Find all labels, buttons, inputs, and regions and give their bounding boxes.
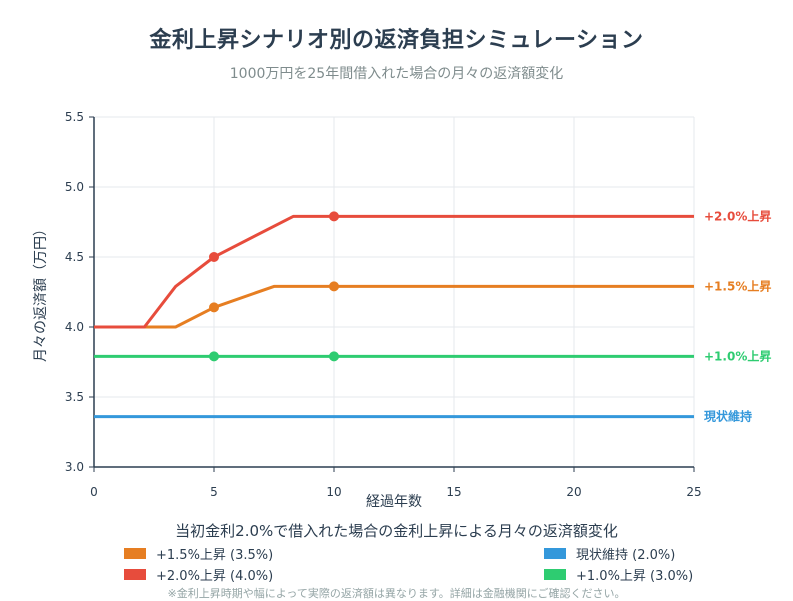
legend-swatch <box>124 548 146 559</box>
data-point <box>209 252 219 262</box>
series-line <box>94 214 694 329</box>
chart-subtitle: 1000万円を25年間借入れた場合の月々の返済額変化 <box>229 66 564 82</box>
data-point <box>329 351 339 362</box>
data-point <box>329 211 339 222</box>
chart-caption: 当初金利2.0%で借入れた場合の金利上昇による月々の返済額変化 <box>175 522 618 540</box>
legend: +1.5%上昇 (3.5%) +2.0%上昇 (4.0%) 現状維持 (2.0%… <box>0 544 793 586</box>
x-tick-label: 20 <box>566 485 581 499</box>
y-axis-title: 月々の返済額（万円） <box>33 222 49 362</box>
legend-swatch <box>124 569 146 580</box>
data-point <box>209 351 219 362</box>
y-tick-label: 3.5 <box>65 390 84 404</box>
legend-label: +2.0%上昇 (4.0%) <box>156 569 274 584</box>
y-tick-label: 5.5 <box>65 110 84 124</box>
x-tick-label: 5 <box>210 485 218 499</box>
x-tick-label: 10 <box>326 485 341 499</box>
chart-title: 金利上昇シナリオ別の返済負担シミュレーション <box>149 28 644 53</box>
disclaimer-note: ※金利上昇時期や幅によって実際の返済額は異なります。詳細は金融機関にご確認くださ… <box>167 587 626 600</box>
series-end-label: +1.5%上昇 <box>704 278 771 293</box>
y-tick-label: 5.0 <box>65 180 84 194</box>
series-end-label: +1.0%上昇 <box>704 348 771 363</box>
series-end-label: 現状維持 <box>704 409 752 424</box>
plot-area <box>94 117 694 467</box>
legend-item-plus-2-0[interactable]: +2.0%上昇 (4.0%) <box>124 565 273 584</box>
legend-swatch <box>544 569 566 580</box>
legend-item-current[interactable]: 現状維持 (2.0%) <box>544 544 675 563</box>
legend-label: 現状維持 (2.0%) <box>576 548 676 563</box>
legend-item-plus-1-0[interactable]: +1.0%上昇 (3.0%) <box>544 565 693 584</box>
y-tick-label: 3.0 <box>65 460 84 474</box>
y-tick-label: 4.0 <box>65 320 84 334</box>
data-point <box>209 302 219 313</box>
x-axis-title: 経過年数 <box>366 494 422 510</box>
series-end-label: +2.0%上昇 <box>704 208 771 223</box>
line-chart: 3.0 3.5 4.0 4.5 5.0 5.5 0 5 10 15 20 25 経過年数 月々の返済額（万… <box>33 110 771 510</box>
legend-item-plus-1-5[interactable]: +1.5%上昇 (3.5%) <box>124 544 273 563</box>
x-tick-label: 25 <box>686 485 701 499</box>
legend-swatch <box>544 548 566 559</box>
data-point <box>329 281 339 292</box>
x-tick-label: 15 <box>446 485 461 499</box>
x-tick-label: 0 <box>90 485 98 499</box>
y-tick-label: 4.5 <box>65 250 84 264</box>
legend-label: +1.5%上昇 (3.5%) <box>156 548 274 563</box>
legend-label: +1.0%上昇 (3.0%) <box>576 569 694 584</box>
